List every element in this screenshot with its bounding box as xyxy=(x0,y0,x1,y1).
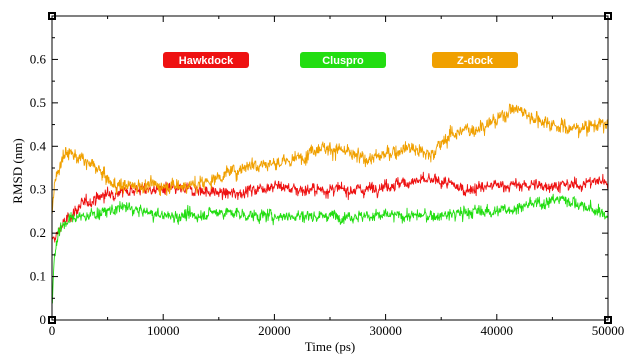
legend-swatch-hawkdock xyxy=(163,52,249,68)
y-tick-label: 0.6 xyxy=(30,51,47,66)
legend-item-hawkdock: Hawkdock xyxy=(163,52,249,68)
axes-layer: 0 10000 20000 30000 40000 50000 0 0.1 0.2 0.3 0.4 0… xyxy=(30,12,625,338)
legend-item-z-dock: Z-dock xyxy=(432,52,518,68)
series-layer xyxy=(51,103,609,304)
legend-label-hawkdock: Hawkdock xyxy=(179,55,234,67)
y-tick-label: 0.3 xyxy=(30,182,46,197)
y-axis-title: RMSD (nm) xyxy=(10,138,25,203)
legend: Hawkdock Cluspro Z-dock xyxy=(163,52,518,68)
legend-swatch-cluspro xyxy=(300,52,386,68)
series-line-z-dock xyxy=(51,103,609,215)
y-tick-label: 0.2 xyxy=(30,225,46,240)
legend-item-cluspro: Cluspro xyxy=(300,52,386,68)
series-line-cluspro xyxy=(51,193,609,304)
x-tick-label: 50000 xyxy=(592,323,625,338)
y-tick-label: 0 xyxy=(40,312,47,327)
x-tick-label: 0 xyxy=(49,323,56,338)
legend-label-cluspro: Cluspro xyxy=(322,55,364,67)
legend-label-z-dock: Z-dock xyxy=(457,55,494,67)
y-tick-label: 0.4 xyxy=(30,138,47,153)
x-tick-label: 20000 xyxy=(258,323,291,338)
x-tick-label: 30000 xyxy=(369,323,402,338)
y-tick-label: 0.5 xyxy=(30,95,46,110)
y-tick-label: 0.1 xyxy=(30,269,46,284)
x-tick-label: 40000 xyxy=(481,323,514,338)
x-axis-title: Time (ps) xyxy=(305,339,355,354)
x-tick-label: 10000 xyxy=(147,323,180,338)
legend-swatch-z-dock xyxy=(432,52,518,68)
